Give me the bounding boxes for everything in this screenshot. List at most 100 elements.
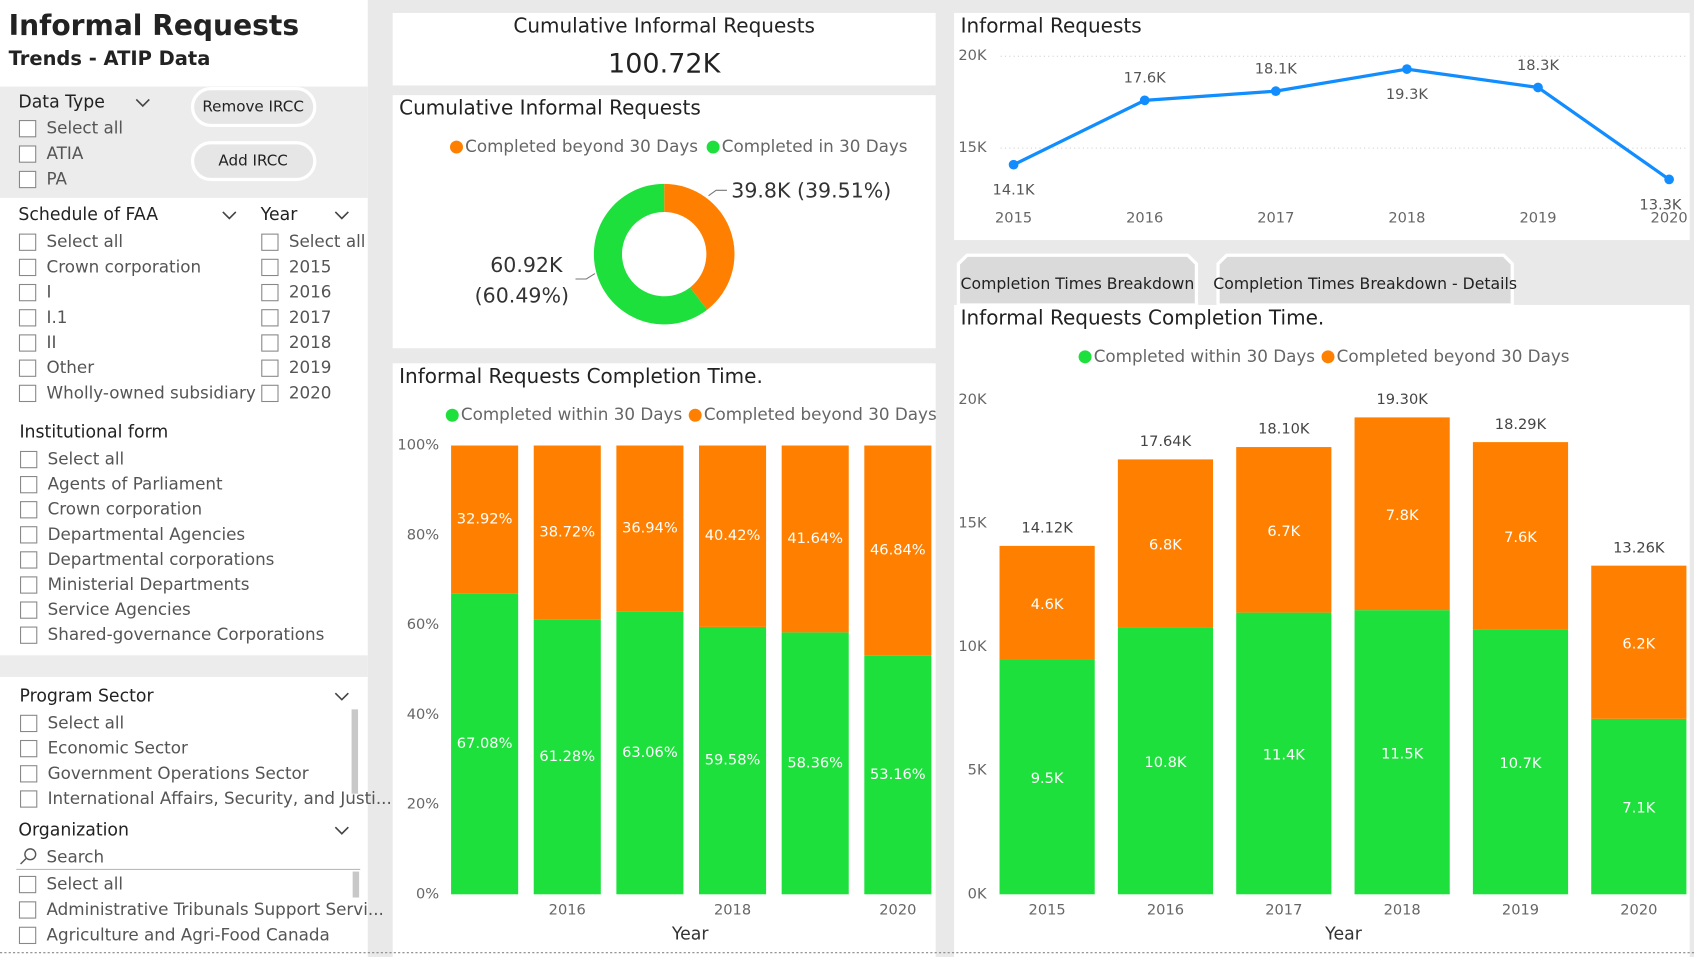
bar-segment — [699, 626, 767, 895]
slicer-item[interactable]: 2019 — [289, 357, 332, 377]
checkbox[interactable] — [20, 626, 38, 644]
slicer-item[interactable]: 2017 — [289, 307, 332, 327]
kpi-title: Cumulative Informal Requests — [513, 14, 815, 38]
slicer-item[interactable]: Crown corporation — [48, 499, 203, 519]
bar-segment — [699, 445, 767, 627]
slicer-item[interactable]: I.1 — [47, 307, 68, 327]
slicer-title: Data Type — [18, 93, 105, 113]
slicer-item[interactable]: Other — [47, 357, 95, 377]
checkbox[interactable] — [18, 875, 37, 894]
checkbox[interactable] — [18, 258, 37, 277]
checkbox[interactable] — [20, 790, 38, 808]
checkbox[interactable] — [18, 283, 37, 302]
slicer-item[interactable]: Select all — [47, 118, 124, 138]
slicer-chevron[interactable] — [334, 692, 349, 701]
slicer-chevron[interactable] — [334, 826, 349, 835]
slicer-item[interactable]: Select all — [48, 449, 125, 469]
checkbox[interactable] — [18, 926, 37, 945]
slicer-item[interactable]: II — [47, 332, 57, 352]
slicer-item[interactable]: Select all — [48, 712, 125, 732]
checkbox[interactable] — [261, 258, 279, 277]
checkbox[interactable] — [20, 601, 38, 619]
checkbox[interactable] — [18, 384, 37, 403]
checkbox[interactable] — [20, 576, 38, 594]
slicer-item[interactable]: Government Operations Sector — [48, 763, 309, 783]
checkbox[interactable] — [18, 359, 37, 377]
legend-label: Completed in 30 Days — [722, 136, 908, 156]
slicer-item[interactable]: I — [47, 282, 52, 302]
tab-label[interactable]: Completion Times Breakdown - Details — [1213, 274, 1517, 293]
x-tick-label: 2016 — [1126, 209, 1163, 226]
page-subtitle: Trends - ATIP Data — [9, 47, 211, 70]
bar-segment — [1472, 442, 1569, 630]
checkbox[interactable] — [18, 334, 37, 352]
data-label: 10.7K — [1499, 755, 1542, 772]
data-label: 14.1K — [993, 182, 1036, 199]
y-tick-label: 5K — [968, 762, 987, 779]
slicer-item[interactable]: Select all — [289, 231, 366, 251]
slicer-item[interactable]: PA — [47, 169, 68, 189]
bar-segment — [616, 611, 684, 895]
checkbox[interactable] — [20, 714, 38, 733]
slicer-title: Organization — [18, 820, 129, 840]
button-label[interactable]: Add IRCC — [218, 152, 287, 170]
checkbox[interactable] — [261, 359, 279, 377]
checkbox[interactable] — [20, 739, 38, 758]
checkbox[interactable] — [20, 551, 38, 569]
checkbox[interactable] — [20, 765, 38, 783]
x-tick-label: 2019 — [1519, 209, 1556, 226]
checkbox[interactable] — [18, 901, 37, 919]
slicer-item[interactable]: Departmental Agencies — [48, 524, 246, 544]
legend-marker — [1078, 350, 1092, 364]
donut-slice — [593, 183, 708, 325]
button[interactable] — [190, 87, 317, 128]
slicer-item[interactable]: 2020 — [289, 382, 332, 402]
checkbox[interactable] — [20, 526, 38, 544]
checkbox[interactable] — [261, 283, 279, 302]
search-box[interactable]: Search — [47, 847, 105, 867]
checkbox[interactable] — [18, 120, 37, 138]
checkbox[interactable] — [261, 334, 279, 352]
checkbox[interactable] — [20, 501, 38, 519]
slicer-chevron[interactable] — [334, 211, 349, 220]
data-label: 11.5K — [1381, 745, 1424, 762]
slicer-item[interactable]: Service Agencies — [48, 599, 191, 619]
checkbox[interactable] — [20, 476, 38, 494]
data-label: 53.16% — [870, 766, 926, 783]
slicer-item[interactable]: Administrative Tribunals Support Servi..… — [47, 899, 384, 919]
checkbox[interactable] — [261, 233, 279, 251]
checkbox[interactable] — [261, 384, 279, 403]
slicer-chevron[interactable] — [135, 98, 150, 108]
slicer-chevron[interactable] — [222, 211, 237, 220]
slicer-item[interactable]: Wholly-owned subsidiary — [47, 382, 256, 402]
tab-label[interactable]: Completion Times Breakdown — [961, 274, 1195, 293]
slicer-item[interactable]: 2018 — [289, 332, 332, 352]
tab[interactable] — [956, 253, 1199, 307]
checkbox[interactable] — [261, 309, 279, 327]
checkbox[interactable] — [18, 145, 37, 163]
slicer-item[interactable]: Shared-governance Corporations — [48, 624, 325, 644]
donut-slice — [664, 183, 735, 310]
slicer-item[interactable]: Agriculture and Agri-Food Canada — [47, 924, 330, 944]
slicer-item[interactable]: Select all — [47, 231, 124, 251]
legend-marker — [445, 408, 459, 422]
slicer-item[interactable]: 2016 — [289, 282, 332, 302]
checkbox[interactable] — [18, 309, 37, 327]
slicer-item[interactable]: Ministerial Departments — [48, 574, 250, 594]
checkbox[interactable] — [20, 450, 38, 469]
slicer-item[interactable]: ATIA — [47, 143, 84, 163]
slicer-item[interactable]: International Affairs, Security, and Jus… — [48, 788, 392, 808]
checkbox[interactable] — [18, 233, 37, 251]
button[interactable] — [190, 141, 317, 182]
slicer-item[interactable]: Agents of Parliament — [48, 474, 223, 494]
slicer-item[interactable]: Crown corporation — [47, 256, 202, 276]
slicer-item[interactable]: Departmental corporations — [48, 549, 275, 569]
bar-segment — [1591, 565, 1687, 719]
slicer-item[interactable]: 2015 — [289, 256, 332, 276]
checkbox[interactable] — [18, 170, 37, 189]
button-label[interactable]: Remove IRCC — [202, 98, 304, 116]
slicer-item[interactable]: Economic Sector — [48, 738, 188, 758]
slicer-item[interactable]: Select all — [47, 874, 124, 894]
tab[interactable] — [1216, 253, 1514, 307]
